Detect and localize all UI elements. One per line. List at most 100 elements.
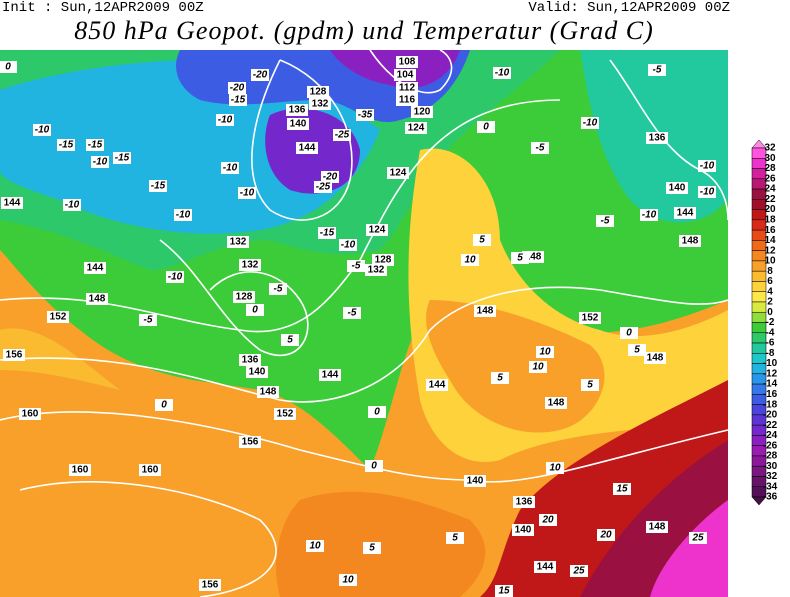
- geopotential-label: 116: [399, 95, 416, 106]
- label-box: [531, 142, 549, 154]
- temperature-label: 5: [517, 253, 523, 264]
- temperature-label: 25: [691, 533, 704, 544]
- colorbar-label: -20: [763, 410, 778, 421]
- label-box: [287, 118, 309, 130]
- geopotential-label: 144: [537, 562, 554, 573]
- geopotential-label: 140: [467, 476, 484, 487]
- label-box: [648, 64, 666, 76]
- label-box: [366, 224, 388, 236]
- label-box: [679, 235, 701, 247]
- temperature-label: -10: [495, 68, 510, 79]
- colorbar-label: 24: [764, 184, 776, 195]
- temperature-label: -15: [151, 181, 166, 192]
- label-box: [613, 483, 631, 495]
- label-box: [339, 239, 357, 251]
- label-box: [319, 369, 341, 381]
- colorbar-label: -10: [763, 358, 778, 369]
- label-box: [216, 114, 234, 126]
- label-box: [139, 314, 157, 326]
- label-box: [394, 69, 416, 81]
- geopotential-label: 156: [202, 580, 219, 591]
- geopotential-label: 124: [369, 225, 386, 236]
- label-box: [321, 171, 339, 183]
- temperature-label: 10: [309, 541, 321, 552]
- label-box: [545, 397, 567, 409]
- temperature-label: 0: [5, 62, 11, 73]
- geopotential-label: 124: [390, 168, 407, 179]
- geopotential-label: 156: [242, 437, 259, 448]
- label-box: [257, 386, 279, 398]
- label-box: [640, 209, 658, 221]
- geopotential-label: 136: [289, 105, 306, 116]
- label-box: [368, 406, 386, 418]
- label-box: [149, 180, 167, 192]
- label-box: [246, 304, 264, 316]
- temperature-label: 5: [634, 345, 640, 356]
- temperature-label: -10: [93, 157, 108, 168]
- label-box: [644, 352, 666, 364]
- label-box: [91, 156, 109, 168]
- colorbar-swatch: [751, 311, 767, 323]
- temperature-label: 15: [498, 586, 510, 597]
- label-box: [343, 307, 361, 319]
- label-box: [166, 271, 184, 283]
- geopotential-label: 140: [515, 525, 532, 536]
- label-box: [446, 532, 464, 544]
- temperature-label: -25: [335, 130, 350, 141]
- temperature-label: 0: [252, 305, 258, 316]
- temperature-label: -15: [231, 95, 246, 106]
- label-box: [318, 227, 336, 239]
- label-box: [239, 436, 261, 448]
- label-box: [474, 305, 496, 317]
- colorbar-swatch: [751, 342, 767, 354]
- label-box: [511, 252, 529, 264]
- colorbar-swatch: [751, 332, 767, 344]
- init-time: Init : Sun,12APR2009 00Z: [2, 0, 204, 16]
- colorbar-label: 26: [764, 173, 776, 184]
- label-box: [296, 142, 318, 154]
- colorbar-label: 12: [764, 245, 776, 256]
- temperature-label: 0: [371, 461, 377, 472]
- geopotential-label: 148: [477, 306, 494, 317]
- label-box: [113, 152, 131, 164]
- label-box: [69, 464, 91, 476]
- label-box: [426, 379, 448, 391]
- colorbar-label: -28: [763, 451, 778, 462]
- label-box: [698, 186, 716, 198]
- label-box: [19, 408, 41, 420]
- colorbar-label: 20: [764, 204, 776, 215]
- label-box: [396, 82, 418, 94]
- temperature-label: -5: [352, 261, 361, 272]
- colorbar-label: -8: [766, 348, 775, 359]
- label-box: [365, 460, 383, 472]
- label-box: [529, 361, 547, 373]
- temperature-field: [0, 50, 728, 597]
- colorbar-label: -2: [766, 317, 775, 328]
- temperature-label: -35: [358, 110, 373, 121]
- geopotential-label: 128: [310, 87, 327, 98]
- temperature-label: -5: [601, 216, 610, 227]
- geopotential-label: 144: [4, 198, 21, 209]
- label-box: [86, 293, 108, 305]
- label-box: [199, 579, 221, 591]
- temperature-label: 20: [599, 530, 612, 541]
- geopotential-label: 108: [399, 57, 416, 68]
- temperature-label: 5: [479, 235, 485, 246]
- geopotential-label: 128: [375, 255, 392, 266]
- temperature-label: 5: [369, 543, 375, 554]
- temperature-label: 10: [539, 347, 551, 358]
- label-box: [620, 327, 638, 339]
- temperature-label: -5: [348, 308, 357, 319]
- temperature-label: 10: [464, 255, 476, 266]
- colorbar-swatch: [751, 281, 767, 292]
- temperature-label: -10: [700, 187, 715, 198]
- geopotential-label: 148: [548, 398, 565, 409]
- label-box: [47, 311, 69, 323]
- geopotential-label: 152: [277, 409, 294, 420]
- label-box: [339, 574, 357, 586]
- label-box: [86, 139, 104, 151]
- label-box: [581, 117, 599, 129]
- label-box: [491, 372, 509, 384]
- geopotential-label: 152: [50, 312, 67, 323]
- colorbar-label: -6: [766, 338, 775, 349]
